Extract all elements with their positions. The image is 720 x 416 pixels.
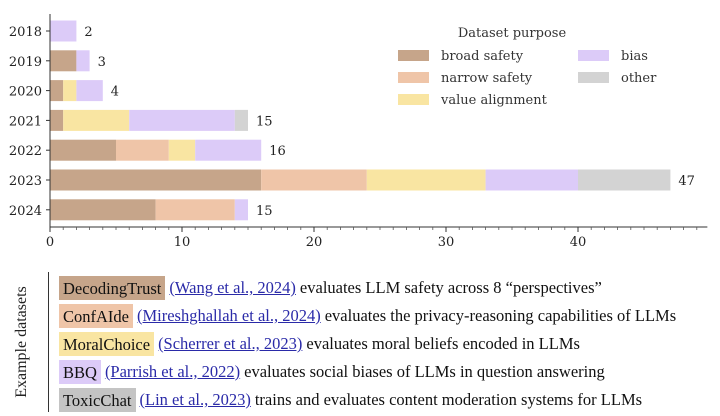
bar-segment-bias-2021 — [129, 109, 235, 131]
bar-segment-narrow-safety-2022 — [116, 139, 169, 161]
x-tick-label-20: 20 — [306, 235, 323, 250]
dataset-description: evaluates social biases of LLMs in quest… — [244, 362, 605, 381]
y-tick-label-2020: 2020 — [9, 85, 42, 100]
citation-link[interactable]: (Lin et al., 2023) — [139, 390, 251, 409]
legend-swatch-bias — [578, 50, 609, 61]
x-tick-label-30: 30 — [438, 235, 455, 250]
y-tick-label-2018: 2018 — [9, 25, 42, 40]
bar-segment-bias-2020 — [76, 80, 103, 102]
legend-swatch-other — [578, 72, 609, 83]
dataset-badge: DecodingTrust — [59, 276, 166, 300]
bar-segment-broad-safety-2021 — [50, 109, 64, 131]
x-tick-label-10: 10 — [174, 235, 191, 250]
bar-segment-bias-2022 — [195, 139, 262, 161]
legend-title: Dataset purpose — [458, 26, 567, 41]
example-datasets-list: DecodingTrust (Wang et al., 2024) evalua… — [59, 274, 676, 414]
bar-segment-narrow-safety-2024 — [155, 199, 235, 221]
example-row-moralchoice: MoralChoice (Scherrer et al., 2023) eval… — [59, 330, 676, 358]
example-row-decodingtrust: DecodingTrust (Wang et al., 2024) evalua… — [59, 274, 676, 302]
bar-segment-other-2023 — [578, 169, 671, 191]
citation-link[interactable]: (Parrish et al., 2022) — [104, 362, 241, 381]
total-label-2022: 16 — [269, 144, 286, 159]
dataset-badge: MoralChoice — [59, 332, 155, 356]
bar-segment-bias-2024 — [234, 199, 248, 221]
bar-segment-value-alignment-2022 — [168, 139, 196, 161]
legend-swatch-narrow-safety — [398, 72, 429, 83]
dataset-description: trains and evaluates content moderation … — [254, 390, 643, 409]
citation-link[interactable]: (Wang et al., 2024) — [169, 278, 296, 297]
total-label-2020: 4 — [111, 85, 119, 100]
y-tick-label-2021: 2021 — [9, 114, 42, 129]
example-row-bbq: BBQ (Parrish et al., 2022) evaluates soc… — [59, 358, 676, 386]
legend: Dataset purpose broad safety narrow safet… — [398, 26, 657, 108]
total-label-2024: 15 — [256, 204, 273, 219]
bar-segment-broad-safety-2020 — [50, 80, 64, 102]
x-tick-label-0: 0 — [46, 235, 54, 250]
bar-segment-bias-2019 — [76, 50, 90, 72]
legend-swatch-value-alignment — [398, 94, 429, 105]
example-row-confaide: ConfAIde (Mireshghallah et al., 2024) ev… — [59, 302, 676, 330]
bar-segment-broad-safety-2019 — [50, 50, 77, 72]
bar-segment-other-2021 — [234, 109, 248, 131]
citation-link[interactable]: (Mireshghallah et al., 2024) — [136, 306, 321, 325]
legend-label-other: other — [621, 71, 657, 86]
bar-segment-broad-safety-2024 — [50, 199, 156, 221]
bar-segment-broad-safety-2022 — [50, 139, 116, 161]
axes-group: 2018 2019 2020 2021 2022 2023 2024 0 10 20 30 40 — [9, 14, 708, 250]
y-tick-label-2023: 2023 — [9, 174, 42, 189]
dataset-description: evaluates moral beliefs encoded in LLMs — [306, 334, 580, 353]
bars-group — [50, 20, 671, 221]
bar-segment-value-alignment-2020 — [63, 80, 77, 102]
y-tick-label-2019: 2019 — [9, 55, 42, 70]
example-datasets-divider — [48, 272, 49, 412]
stacked-bar-chart: 234 15 16 47 15 2018 2019 2020 2021 2022 2023 2024… — [9, 14, 708, 250]
y-tick-label-2024: 2024 — [9, 204, 42, 219]
dataset-description: evaluates the privacy-reasoning capabili… — [324, 306, 677, 325]
legend-label-broad-safety: broad safety — [441, 49, 524, 64]
example-datasets-label: Example datasets — [13, 286, 30, 398]
total-labels-group: 234 15 16 47 15 — [84, 25, 695, 219]
example-datasets-panel: Example datasets DecodingTrust (Wang et … — [0, 268, 720, 416]
dataset-badge: ConfAIde — [59, 304, 133, 328]
legend-swatch-broad-safety — [398, 50, 429, 61]
dataset-badge: BBQ — [59, 360, 101, 384]
bar-segment-broad-safety-2023 — [50, 169, 262, 191]
total-label-2021: 15 — [256, 114, 273, 129]
total-label-2023: 47 — [678, 174, 695, 189]
bar-segment-value-alignment-2023 — [366, 169, 486, 191]
bar-segment-value-alignment-2021 — [63, 109, 130, 131]
y-tick-label-2022: 2022 — [9, 144, 42, 159]
dataset-badge: ToxicChat — [59, 388, 136, 412]
legend-label-narrow-safety: narrow safety — [441, 71, 533, 86]
legend-label-value-alignment: value alignment — [440, 93, 548, 108]
bar-segment-bias-2023 — [485, 169, 578, 191]
dataset-description: evaluates LLM safety across 8 “perspecti… — [299, 278, 602, 297]
bar-segment-bias-2018 — [50, 20, 77, 42]
bar-segment-narrow-safety-2023 — [261, 169, 367, 191]
legend-label-bias: bias — [621, 49, 648, 64]
total-label-2018: 2 — [84, 25, 92, 40]
x-tick-label-40: 40 — [570, 235, 587, 250]
example-row-toxicchat: ToxicChat (Lin et al., 2023) trains and … — [59, 386, 676, 414]
total-label-2019: 3 — [98, 55, 106, 70]
citation-link[interactable]: (Scherrer et al., 2023) — [158, 334, 303, 353]
